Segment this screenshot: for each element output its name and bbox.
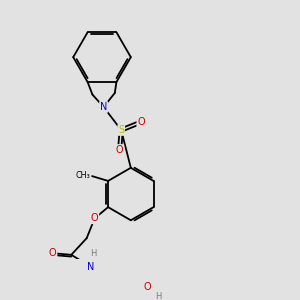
Text: O: O: [91, 213, 98, 223]
Text: O: O: [49, 248, 57, 258]
Text: N: N: [100, 102, 107, 112]
Text: CH₃: CH₃: [76, 171, 91, 180]
Text: O: O: [116, 145, 123, 155]
Text: S: S: [118, 125, 124, 135]
Text: H: H: [91, 249, 97, 258]
Text: O: O: [143, 282, 151, 292]
Text: H: H: [155, 292, 161, 300]
Text: O: O: [137, 117, 145, 127]
Text: N: N: [88, 262, 95, 272]
